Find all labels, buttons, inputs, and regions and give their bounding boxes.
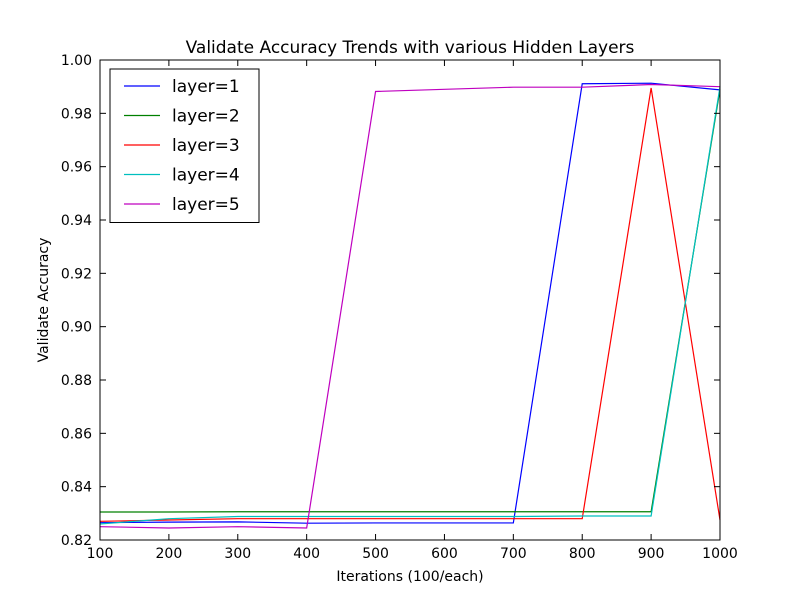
- chart-title: Validate Accuracy Trends with various Hi…: [186, 38, 635, 58]
- y-tick-label: 0.88: [61, 373, 92, 389]
- y-tick-label: 0.94: [61, 213, 92, 229]
- legend-label-1: layer=1: [172, 77, 240, 97]
- y-tick-label: 0.82: [61, 533, 92, 549]
- series-line-1: [99, 82, 721, 524]
- y-axis-title: Validate Accuracy: [36, 238, 52, 363]
- y-tick-label: 0.90: [61, 320, 92, 336]
- x-tick-label: 300: [224, 546, 251, 562]
- ticks: 100 200 300 400 500 600 700 800 900 1000 0.82 0.84 0…: [61, 53, 738, 562]
- y-tick-label: 0.96: [61, 160, 92, 176]
- series-lines: [99, 82, 721, 529]
- series-line-2: [100, 89, 721, 513]
- x-tick-label: 500: [362, 546, 389, 562]
- legend-label-3: layer=3: [172, 136, 240, 156]
- series-line-3: [99, 87, 721, 522]
- x-tick-label: 1000: [702, 546, 738, 562]
- legend-label-2: layer=2: [172, 107, 240, 127]
- plot-frame: [99, 59, 721, 541]
- legend-box: [109, 68, 260, 223]
- series-line-5: [99, 83, 721, 529]
- x-tick-label: 900: [638, 546, 665, 562]
- legend-label-5: layer=5: [172, 195, 240, 215]
- x-tick-label: 600: [431, 546, 458, 562]
- axes: [99, 59, 721, 541]
- y-tick-label: 1.00: [61, 53, 92, 69]
- y-tick-label: 0.84: [61, 480, 92, 496]
- x-tick-label: 400: [293, 546, 320, 562]
- series-line-4: [99, 86, 721, 525]
- y-tick-label: 0.98: [61, 106, 92, 122]
- y-tick-label: 0.92: [61, 266, 92, 282]
- x-axis-title: Iterations (100/each): [336, 569, 483, 585]
- x-tick-label: 100: [87, 546, 114, 562]
- x-tick-label: 200: [156, 546, 183, 562]
- x-tick-label: 700: [500, 546, 527, 562]
- legend: layer=1 layer=2 layer=3 layer=4 layer=5: [109, 68, 260, 223]
- x-tick-label: 800: [569, 546, 596, 562]
- y-tick-label: 0.86: [61, 426, 92, 442]
- legend-label-4: layer=4: [172, 166, 240, 186]
